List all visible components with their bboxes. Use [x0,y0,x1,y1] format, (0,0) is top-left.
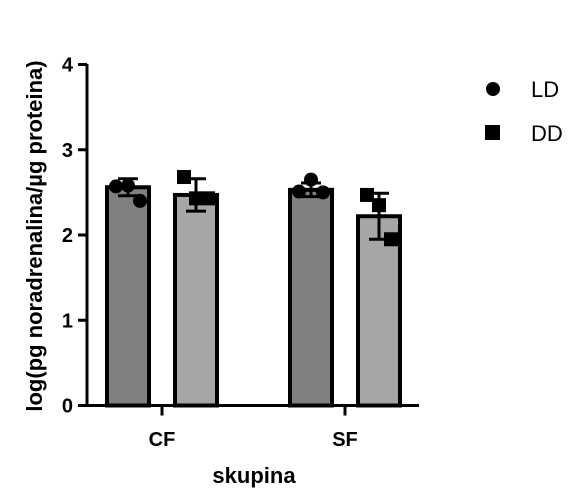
x-tick-label-SF: SF [332,429,358,451]
point-DD-CF-1 [177,170,191,185]
y-tick-label-1: 1 [62,310,73,332]
y-tick-label-4: 4 [62,55,74,77]
ticks-layer: 0 1 2 3 4 CF SF [62,55,358,452]
legend-marker-ld [486,82,500,96]
y-tick-label-0: 0 [62,396,73,418]
point-DD-SF-2 [372,198,386,213]
y-tick-label-2: 2 [62,225,73,247]
point-DD-CF-3 [201,191,215,206]
bar-LD-SF [288,187,334,408]
legend: LD DD [485,77,563,146]
x-tick-label-CF: CF [149,429,176,451]
legend-label-ld: LD [531,77,559,102]
x-axis-title: skupina [212,463,296,488]
point-LD-SF-1 [292,184,306,199]
point-LD-CF-2 [121,178,135,193]
point-DD-CF-2 [189,191,203,206]
point-LD-CF-3 [133,193,147,208]
point-LD-SF-2 [304,172,318,187]
legend-marker-dd [485,125,500,140]
y-tick-label-3: 3 [62,140,73,162]
point-LD-CF-1 [109,179,123,194]
point-LD-SF-3 [316,185,330,200]
bar-LD-CF [105,185,151,408]
point-DD-SF-3 [384,232,398,247]
bars-layer [105,185,402,408]
bar-DD-CF [173,192,219,408]
points-layer [109,170,398,247]
point-DD-SF-1 [360,187,374,202]
y-axis-title: log(pg noradrenalina/µg proteina) [22,60,47,411]
legend-label-dd: DD [531,121,563,146]
